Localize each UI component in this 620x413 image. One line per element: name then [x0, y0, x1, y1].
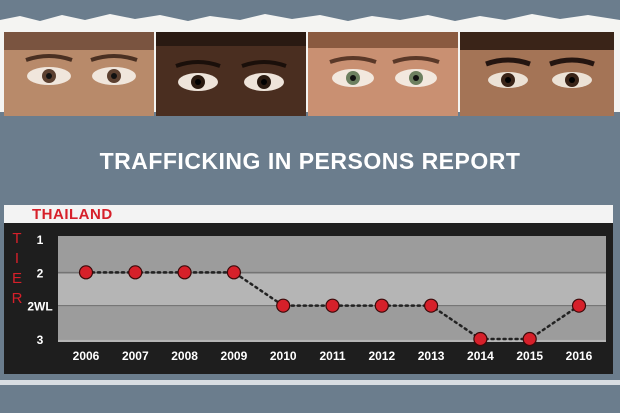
plot-band — [58, 236, 606, 274]
faces-banner — [0, 12, 620, 116]
x-tick-label: 2007 — [122, 349, 149, 363]
y-axis-title-letter: E — [12, 270, 22, 287]
data-point — [424, 298, 439, 313]
x-tick-label: 2015 — [516, 349, 543, 363]
x-tick-label: 2014 — [467, 349, 494, 363]
data-point — [325, 298, 340, 313]
plot-band — [58, 339, 606, 342]
country-header-bar: THAILAND — [4, 205, 613, 223]
x-tick-label: 2006 — [73, 349, 100, 363]
y-tick-label: 2WL — [27, 300, 52, 314]
face-portrait-2 — [156, 32, 306, 116]
y-tick-label: 1 — [37, 233, 44, 247]
data-point — [571, 298, 587, 313]
x-tick-label: 2013 — [418, 349, 445, 363]
x-tick-label: 2008 — [171, 349, 198, 363]
data-point — [128, 265, 143, 280]
data-point — [226, 265, 241, 280]
x-tick-label: 2011 — [319, 349, 345, 363]
x-tick-label: 2012 — [368, 349, 395, 363]
series — [78, 265, 587, 347]
plot-bands — [58, 236, 606, 342]
x-tick-label: 2009 — [221, 349, 248, 363]
y-axis-title-letter: R — [12, 290, 23, 307]
data-point — [374, 298, 389, 313]
y-axis-title-letter: I — [15, 250, 19, 267]
x-tick-label: 2016 — [566, 349, 593, 363]
face-portrait-4 — [460, 32, 614, 116]
data-point — [473, 331, 488, 347]
y-tick-label: 3 — [37, 333, 44, 347]
bottom-strip — [0, 380, 620, 385]
data-point — [78, 265, 94, 280]
y-tick-label: 2 — [37, 266, 44, 280]
data-point — [276, 298, 291, 313]
face-portrait-1 — [4, 32, 154, 116]
report-title: TRAFFICKING IN PERSONS REPORT — [99, 148, 521, 174]
series-line — [84, 271, 581, 341]
data-point — [522, 331, 537, 347]
y-axis-title-letter: T — [12, 230, 21, 247]
data-point — [177, 265, 192, 280]
x-axis: 2006 2007 2008 2009 2010 2011 2012 2013 2014 2015… — [73, 349, 593, 363]
x-tick-label: 2010 — [270, 349, 297, 363]
chart-title: THAILAND — [32, 206, 113, 223]
face-portrait-3 — [308, 32, 458, 116]
